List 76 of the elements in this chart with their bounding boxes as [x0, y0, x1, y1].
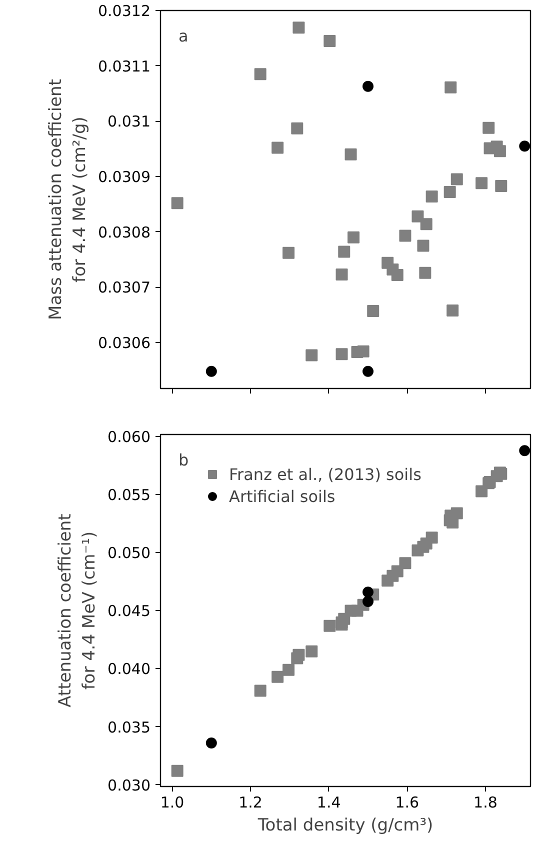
x-tick-label: 1.6 — [395, 794, 420, 812]
point — [206, 366, 217, 377]
point — [362, 366, 374, 377]
point — [399, 557, 412, 570]
annotation: a — [178, 26, 188, 46]
point — [482, 122, 495, 134]
point — [171, 197, 184, 210]
y-tick-label: 0.0307 — [98, 278, 151, 297]
point — [362, 586, 374, 598]
y-tick-label: 0.0312 — [98, 2, 151, 20]
x-axis-title: Total density (g/cm³) — [256, 816, 434, 836]
point — [272, 142, 284, 154]
point — [272, 670, 284, 683]
point — [282, 664, 295, 676]
point — [399, 230, 412, 242]
x-tick-label: 1.4 — [316, 794, 341, 812]
point — [291, 122, 304, 134]
point — [348, 231, 360, 244]
legend-label: Artificial soils — [229, 486, 336, 506]
point — [324, 620, 336, 632]
point — [336, 348, 348, 360]
point — [419, 266, 432, 279]
point — [357, 345, 370, 358]
point — [171, 764, 184, 777]
y-tick-label: 0.031 — [108, 112, 151, 131]
x-tick-label: 1.0 — [160, 794, 184, 812]
point — [476, 485, 488, 498]
y-tick-label: 0.050 — [108, 544, 151, 562]
y-axis-title: Attenuation coefficient for 4.4 MeV (cm⁻¹) — [56, 513, 100, 708]
point — [291, 652, 304, 664]
point — [519, 445, 530, 456]
annotation: b — [178, 450, 189, 470]
point — [254, 68, 266, 80]
point — [426, 190, 438, 202]
point — [417, 240, 430, 252]
point — [206, 738, 217, 748]
y-axis-title: Mass attenuation coefficient for 4.4 MeV (cm²/g) — [46, 78, 90, 320]
y-tick-label: 0.0311 — [98, 57, 151, 76]
point — [417, 540, 430, 553]
point — [338, 246, 350, 258]
point — [362, 80, 374, 92]
point — [282, 246, 295, 259]
point — [338, 612, 350, 625]
point — [476, 177, 488, 190]
y-tick-label: 0.040 — [108, 660, 151, 678]
point — [495, 180, 508, 192]
point — [306, 349, 318, 362]
point — [306, 645, 318, 658]
point — [519, 140, 530, 152]
y-tick-label: 0.0308 — [98, 223, 151, 242]
x-tick-label: 1.8 — [474, 794, 498, 812]
point — [391, 269, 404, 282]
point — [494, 145, 506, 158]
point — [362, 596, 374, 607]
point — [292, 22, 305, 34]
y-tick-label: 0.030 — [108, 776, 151, 794]
y-tick-label: 0.045 — [108, 602, 151, 620]
point — [391, 565, 404, 578]
y-tick-label: 0.055 — [108, 486, 151, 504]
point — [420, 218, 432, 230]
point — [336, 268, 348, 280]
point — [344, 148, 357, 160]
y-tick-label: 0.0309 — [98, 168, 151, 186]
point — [450, 173, 463, 186]
y-tick-label: 0.0306 — [98, 334, 151, 352]
point — [367, 305, 380, 318]
y-tick-label: 0.060 — [108, 428, 151, 446]
point — [254, 684, 266, 697]
point — [324, 34, 336, 47]
y-tick-label: 0.035 — [108, 718, 151, 736]
point — [444, 81, 457, 94]
legend-label: Franz et al., (2013) soils — [229, 464, 422, 484]
point — [444, 186, 456, 198]
point — [446, 304, 459, 316]
x-tick-label: 1.2 — [238, 794, 262, 812]
point — [412, 210, 424, 222]
